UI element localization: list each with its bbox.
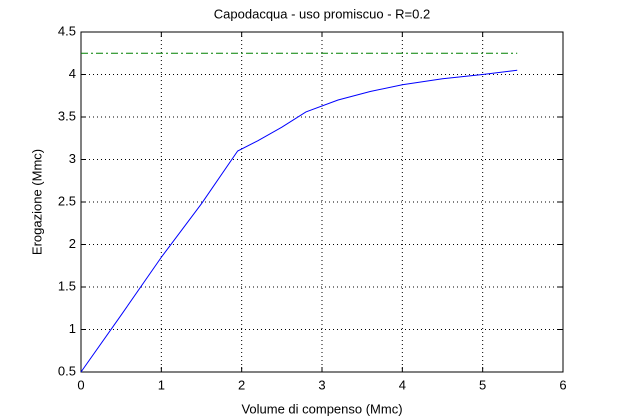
y-tick-label: 2 [69, 236, 76, 251]
y-tick-label: 1.5 [58, 278, 76, 293]
x-tick-label: 6 [559, 377, 566, 392]
data-line [80, 69, 518, 373]
x-tick-label: 2 [238, 377, 245, 392]
y-tick-label: 4.5 [58, 23, 76, 38]
chart-title: Capodacqua - uso promiscuo - R=0.2 [214, 6, 430, 21]
y-tick-label: 1 [69, 321, 76, 336]
x-tick-label: 5 [479, 377, 486, 392]
x-tick-label: 1 [158, 377, 165, 392]
plot-frame [80, 31, 564, 373]
x-axis-label: Volume di compenso (Mmc) [241, 401, 402, 416]
x-tick-label: 0 [77, 377, 84, 392]
y-tick-label: 3 [69, 151, 76, 166]
x-tick-label: 3 [318, 377, 325, 392]
y-tick-label: 0.5 [58, 363, 76, 378]
y-tick-label: 4 [69, 66, 76, 81]
y-tick-label: 2.5 [58, 193, 76, 208]
y-tick-label: 3.5 [58, 108, 76, 123]
y-axis-label: Erogazione (Mmc) [29, 149, 44, 255]
x-tick-label: 4 [399, 377, 406, 392]
